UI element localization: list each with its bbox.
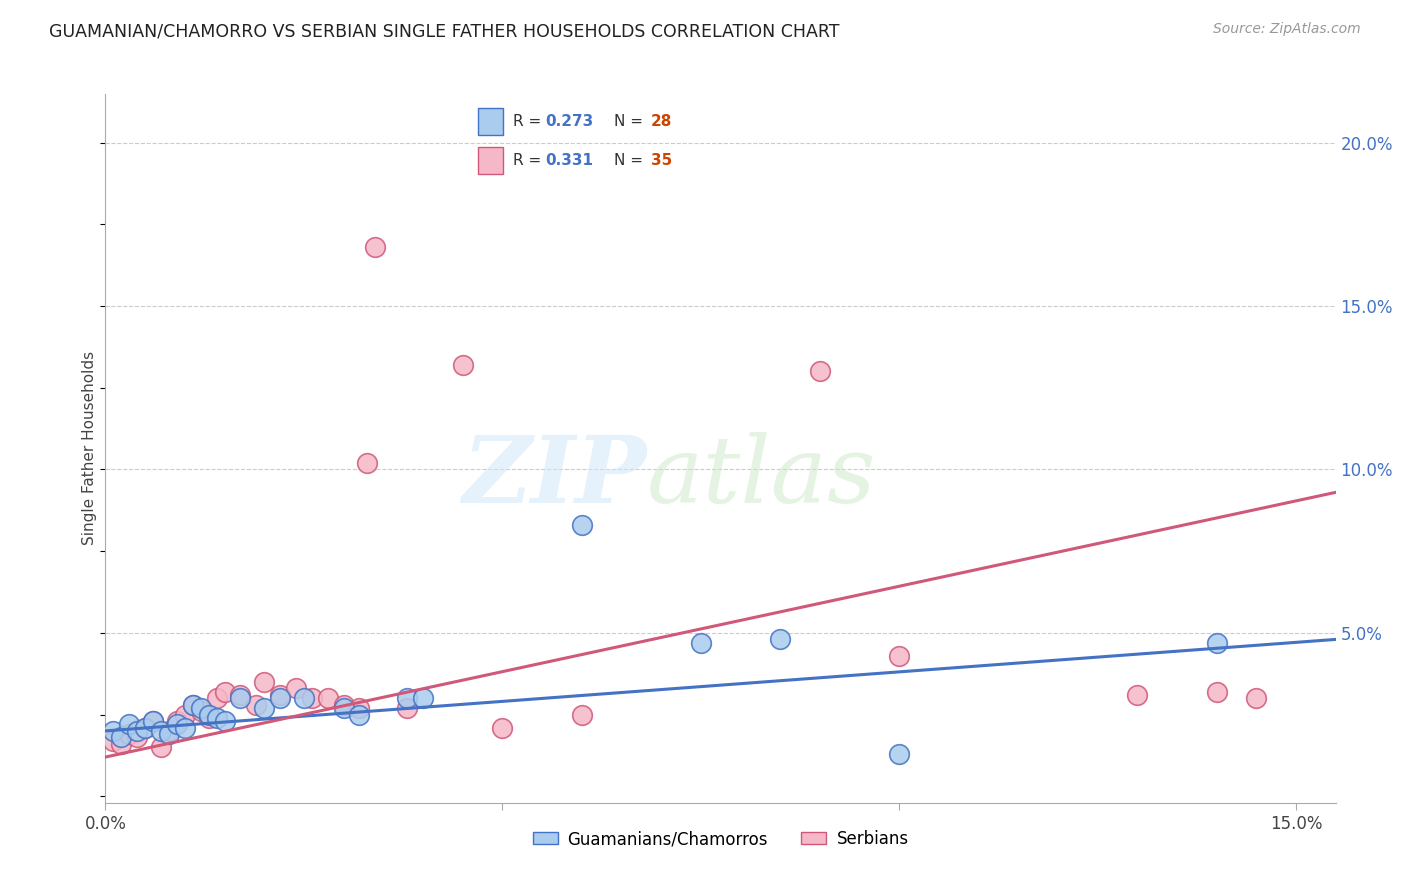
Point bbox=[157, 727, 180, 741]
Point bbox=[284, 681, 307, 696]
Point bbox=[301, 691, 323, 706]
Bar bbox=[478, 147, 503, 175]
Point bbox=[451, 358, 474, 372]
Bar bbox=[478, 108, 503, 136]
Point bbox=[1205, 684, 1227, 698]
Point bbox=[205, 711, 228, 725]
Point bbox=[166, 717, 188, 731]
Text: N =: N = bbox=[614, 153, 648, 169]
Point bbox=[571, 707, 593, 722]
Point bbox=[571, 518, 593, 533]
Point bbox=[173, 707, 195, 722]
Point bbox=[118, 727, 141, 741]
Point bbox=[229, 688, 252, 702]
Text: Source: ZipAtlas.com: Source: ZipAtlas.com bbox=[1213, 22, 1361, 37]
Point bbox=[166, 714, 188, 728]
Point bbox=[110, 737, 132, 751]
Point bbox=[197, 711, 219, 725]
Point bbox=[269, 691, 291, 706]
Point bbox=[1205, 635, 1227, 649]
Point bbox=[245, 698, 267, 712]
Point bbox=[127, 731, 149, 745]
Point bbox=[190, 701, 212, 715]
Point bbox=[118, 717, 141, 731]
Text: R =: R = bbox=[513, 153, 546, 169]
Point bbox=[253, 674, 276, 689]
Text: N =: N = bbox=[614, 114, 648, 129]
Point bbox=[396, 691, 419, 706]
Text: ZIP: ZIP bbox=[463, 432, 647, 522]
Text: 35: 35 bbox=[651, 153, 672, 169]
Point bbox=[190, 704, 212, 718]
Point bbox=[349, 707, 371, 722]
Point bbox=[229, 691, 252, 706]
Point bbox=[103, 733, 125, 747]
Point bbox=[808, 364, 831, 378]
Point bbox=[412, 691, 434, 706]
Point bbox=[110, 731, 132, 745]
Point bbox=[349, 701, 371, 715]
Point bbox=[356, 456, 378, 470]
Point bbox=[253, 701, 276, 715]
Point bbox=[181, 698, 204, 712]
Text: atlas: atlas bbox=[647, 432, 876, 522]
Point bbox=[150, 740, 173, 755]
Point bbox=[214, 684, 236, 698]
Text: GUAMANIAN/CHAMORRO VS SERBIAN SINGLE FATHER HOUSEHOLDS CORRELATION CHART: GUAMANIAN/CHAMORRO VS SERBIAN SINGLE FAT… bbox=[49, 22, 839, 40]
Legend: Guamanians/Chamorros, Serbians: Guamanians/Chamorros, Serbians bbox=[526, 823, 915, 855]
Point bbox=[889, 648, 911, 663]
Text: 0.331: 0.331 bbox=[546, 153, 593, 169]
Point bbox=[197, 707, 219, 722]
Point bbox=[689, 635, 711, 649]
Point bbox=[316, 691, 339, 706]
Text: R =: R = bbox=[513, 114, 546, 129]
Point bbox=[157, 723, 180, 738]
Point bbox=[1126, 688, 1149, 702]
Point bbox=[173, 721, 195, 735]
Point bbox=[332, 701, 354, 715]
Point bbox=[269, 688, 291, 702]
Y-axis label: Single Father Households: Single Father Households bbox=[82, 351, 97, 545]
Point bbox=[181, 698, 204, 712]
Point bbox=[1246, 691, 1268, 706]
Point bbox=[142, 714, 165, 728]
Point bbox=[889, 747, 911, 761]
Point bbox=[491, 721, 513, 735]
Point bbox=[332, 698, 354, 712]
Point bbox=[127, 723, 149, 738]
Point bbox=[205, 691, 228, 706]
Text: 28: 28 bbox=[651, 114, 672, 129]
Point bbox=[396, 701, 419, 715]
Text: 0.273: 0.273 bbox=[546, 114, 593, 129]
Point bbox=[364, 240, 387, 254]
Point bbox=[769, 632, 792, 647]
Point bbox=[214, 714, 236, 728]
Point bbox=[134, 721, 156, 735]
Point bbox=[103, 723, 125, 738]
Point bbox=[292, 691, 315, 706]
Point bbox=[142, 714, 165, 728]
Point bbox=[134, 721, 156, 735]
Point bbox=[150, 723, 173, 738]
